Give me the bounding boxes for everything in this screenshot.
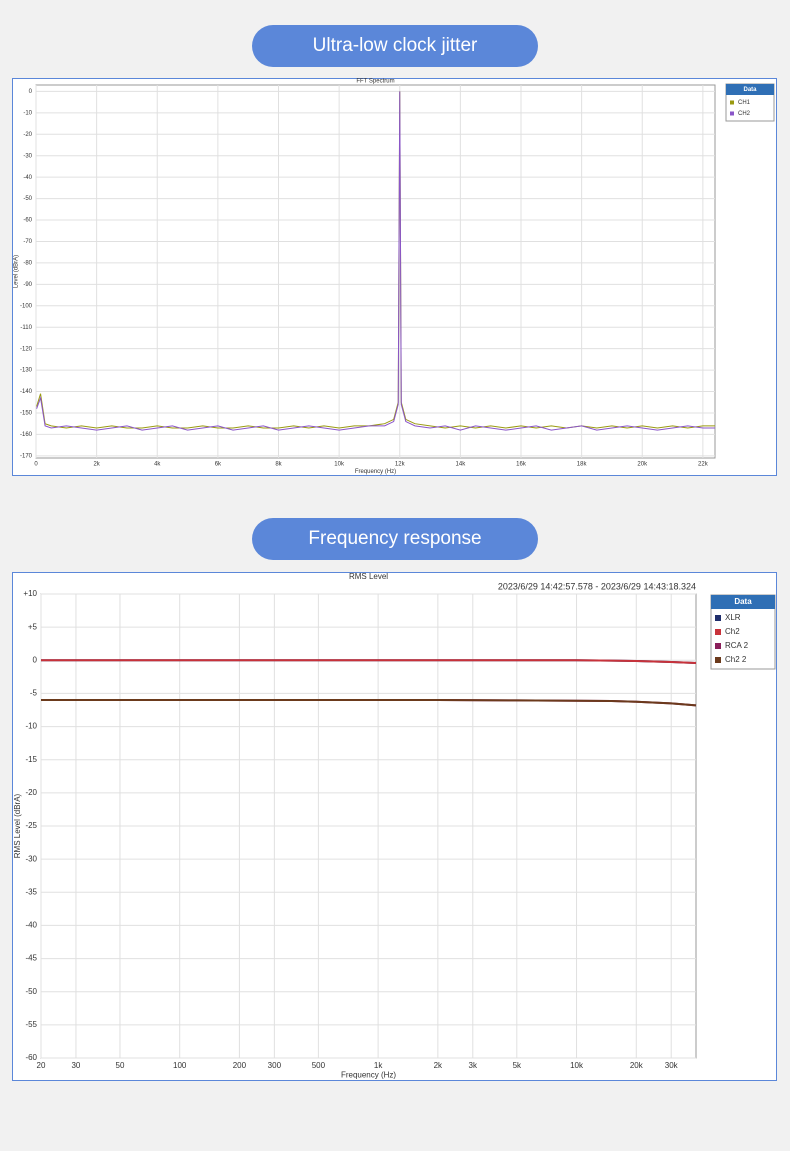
series-line — [41, 699, 697, 707]
y-axis-label: Level (dBrA) — [14, 255, 20, 288]
y-tick-label: -10 — [25, 722, 37, 731]
series-line — [41, 659, 697, 664]
y-tick-label: -20 — [23, 132, 32, 138]
y-tick-label: -150 — [20, 411, 33, 417]
y-tick-label: -10 — [23, 110, 32, 116]
x-tick-label: 20k — [630, 1061, 644, 1070]
y-tick-label: -5 — [30, 689, 38, 698]
x-tick-label: 200 — [233, 1061, 247, 1070]
y-tick-label: 0 — [29, 89, 33, 95]
x-tick-label: 500 — [312, 1061, 326, 1070]
y-tick-label: -20 — [25, 788, 37, 797]
y-tick-label: -25 — [25, 821, 37, 830]
x-tick-label: 30k — [665, 1061, 679, 1070]
y-tick-label: -160 — [20, 432, 33, 438]
y-tick-label: +5 — [28, 622, 38, 631]
x-tick-label: 4k — [154, 462, 161, 468]
x-tick-label: 3k — [469, 1061, 478, 1070]
legend-swatch — [715, 615, 721, 621]
y-tick-label: -40 — [25, 921, 37, 930]
y-tick-label: -60 — [25, 1053, 37, 1062]
legend-swatch — [730, 100, 734, 105]
legend-label: XLR — [725, 613, 741, 622]
y-tick-label: -15 — [25, 755, 37, 764]
x-tick-label: 10k — [334, 462, 345, 468]
legend-header — [711, 595, 775, 609]
y-tick-label: -110 — [20, 325, 32, 331]
x-tick-label: 16k — [516, 462, 527, 468]
y-tick-label: -120 — [20, 346, 33, 352]
x-tick-label: 8k — [275, 462, 282, 468]
legend-swatch — [715, 629, 721, 635]
y-tick-label: -30 — [25, 854, 37, 863]
x-tick-label: 5k — [513, 1061, 522, 1070]
y-tick-label: -170 — [20, 453, 33, 459]
x-tick-label: 2k — [434, 1061, 443, 1070]
x-axis-label: Frequency (Hz) — [355, 469, 396, 475]
x-axis-label: Frequency (Hz) — [341, 1071, 396, 1080]
y-tick-label: 0 — [33, 655, 38, 664]
legend-label: CH1 — [738, 100, 751, 106]
y-tick-label: -50 — [25, 987, 37, 996]
plot-area — [35, 84, 716, 459]
x-tick-label: 50 — [116, 1061, 125, 1070]
y-tick-label: -40 — [23, 175, 32, 181]
y-tick-label: -50 — [23, 196, 32, 202]
section-header: Ultra-low clock jitter — [252, 25, 538, 67]
legend-title: Data — [734, 597, 752, 606]
annotation: 2023/6/29 14:42:57.578 - 2023/6/29 14:43… — [498, 581, 696, 591]
x-tick-label: 22k — [698, 462, 709, 468]
chart-title: RMS Level — [349, 572, 388, 581]
section-header: Frequency response — [252, 518, 538, 560]
x-tick-label: 30 — [71, 1061, 80, 1070]
x-tick-label: 0 — [34, 462, 38, 468]
y-tick-label: -80 — [23, 261, 32, 267]
legend-label: CH2 — [738, 111, 751, 117]
chart-title: FFT Spectrum — [356, 79, 394, 85]
y-tick-label: -60 — [23, 218, 32, 224]
y-tick-label: -45 — [25, 954, 37, 963]
series-line — [36, 91, 715, 431]
x-tick-label: 20 — [37, 1061, 46, 1070]
y-axis-label: RMS Level (dBrA) — [13, 793, 22, 858]
x-tick-label: 12k — [395, 462, 406, 468]
legend-title: Data — [743, 87, 757, 93]
legend-label: Ch2 — [725, 627, 740, 636]
y-tick-label: -70 — [23, 239, 32, 245]
x-tick-label: 10k — [570, 1061, 584, 1070]
legend-label: RCA 2 — [725, 641, 749, 650]
x-tick-label: 20k — [637, 462, 648, 468]
y-tick-label: -55 — [25, 1020, 37, 1029]
y-tick-label: -35 — [25, 887, 37, 896]
x-tick-label: 1k — [374, 1061, 383, 1070]
x-tick-label: 100 — [173, 1061, 187, 1070]
legend-swatch — [715, 657, 721, 663]
y-tick-label: -130 — [20, 368, 33, 374]
y-tick-label: -140 — [20, 389, 33, 395]
y-tick-label: -30 — [23, 153, 32, 159]
legend-swatch — [715, 643, 721, 649]
y-tick-label: -100 — [20, 303, 33, 309]
legend-swatch — [730, 111, 734, 116]
y-tick-label: -90 — [23, 282, 32, 288]
legend-label: Ch2 2 — [725, 655, 747, 664]
legend-header — [726, 84, 774, 95]
x-tick-label: 14k — [456, 462, 467, 468]
x-tick-label: 2k — [93, 462, 100, 468]
x-tick-label: 300 — [268, 1061, 282, 1070]
x-tick-label: 6k — [215, 462, 222, 468]
x-tick-label: 18k — [577, 462, 588, 468]
y-tick-label: +10 — [23, 589, 37, 598]
